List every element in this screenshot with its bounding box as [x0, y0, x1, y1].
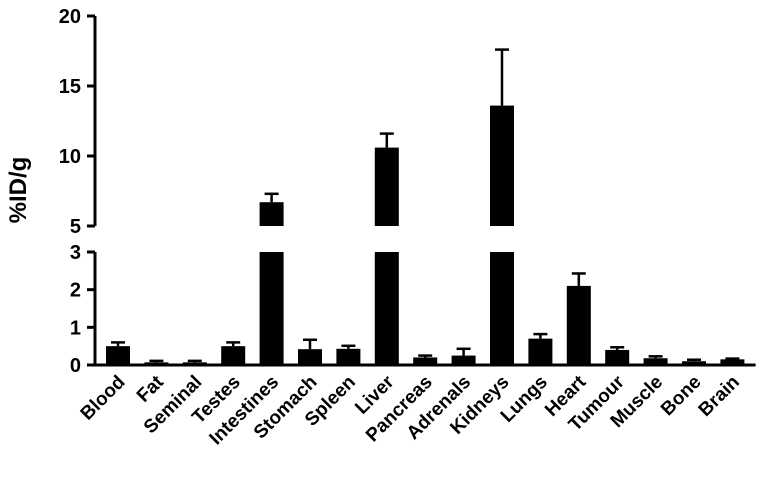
bar-spleen: [336, 348, 361, 365]
tick-labels: 0 1 2 3 5 10 15 20: [59, 6, 81, 377]
y-tick-1-label: 1: [70, 317, 81, 339]
bar-brain: [720, 359, 745, 365]
bar-adrenals: [451, 355, 476, 365]
bar-intestines-lower: [259, 252, 284, 365]
bar-fat: [144, 362, 169, 365]
bar-heart: [566, 285, 591, 365]
bar-liver-upper: [374, 147, 399, 226]
y-tick-3-label: 3: [70, 242, 81, 264]
y-tick-2-label: 2: [70, 280, 81, 302]
bar-liver-lower: [374, 252, 399, 365]
bar-stomach: [298, 349, 322, 365]
y-axis-label: %ID/g: [5, 157, 32, 224]
bar-kidneys-upper: [490, 105, 514, 226]
bar-pancreas: [413, 357, 438, 365]
y-tick-5-label: 5: [70, 216, 81, 238]
bar-bone: [682, 361, 706, 365]
y-tick-0-label: 0: [70, 355, 81, 377]
category-label-brain: Brain: [695, 372, 744, 421]
y-tick-10-label: 10: [59, 146, 81, 168]
bar-seminal: [182, 362, 207, 365]
category-label-bone: Bone: [657, 372, 705, 420]
bar-blood: [106, 346, 130, 365]
bars: [106, 48, 745, 365]
bar-tumour: [605, 349, 630, 365]
category-label-blood: Blood: [77, 372, 130, 425]
axes: [87, 14, 756, 367]
bar-muscle: [643, 358, 668, 365]
bar-testes: [221, 346, 246, 365]
bar-lungs: [528, 338, 553, 365]
category-labels: Blood FatSeminalTestesIntestinesStomachSp…: [77, 371, 744, 449]
bar-intestines-upper: [259, 202, 284, 226]
y-tick-15-label: 15: [59, 76, 81, 98]
y-tick-20-label: 20: [59, 6, 81, 28]
bar-kidneys-lower: [490, 252, 514, 365]
